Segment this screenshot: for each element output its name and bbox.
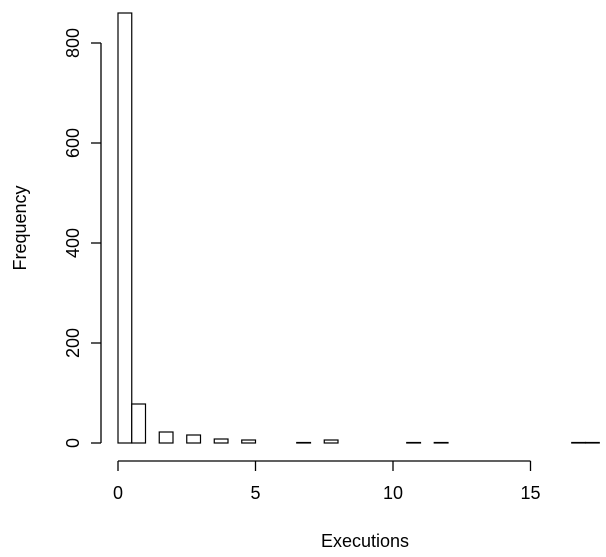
x-axis: 0 5 10 15 xyxy=(113,460,541,503)
y-tick-label: 600 xyxy=(63,128,83,158)
histogram-bar xyxy=(213,438,229,444)
histogram-bar xyxy=(117,12,133,444)
x-tick-label: 10 xyxy=(383,483,403,503)
y-tick-label: 800 xyxy=(63,28,83,58)
y-axis: 0 200 400 600 800 xyxy=(63,28,102,448)
histogram-bar xyxy=(296,441,312,444)
histogram-bar xyxy=(584,441,600,444)
x-tick-label: 0 xyxy=(113,483,123,503)
histogram-bar xyxy=(406,441,422,444)
y-tick-label: 0 xyxy=(63,438,83,448)
y-tick-label: 200 xyxy=(63,328,83,358)
y-axis-title: Frequency xyxy=(10,185,30,270)
histogram-bars xyxy=(117,12,600,444)
histogram-bar xyxy=(433,441,449,444)
histogram-bar xyxy=(571,441,587,444)
x-tick-label: 15 xyxy=(520,483,540,503)
histogram-bar xyxy=(241,439,257,444)
x-tick-label: 5 xyxy=(250,483,260,503)
y-tick-label: 400 xyxy=(63,228,83,258)
histogram-bar xyxy=(323,439,339,444)
histogram-bar xyxy=(131,403,147,444)
x-axis-title: Executions xyxy=(321,531,409,551)
histogram-bar xyxy=(158,431,174,444)
histogram-bar xyxy=(186,434,202,444)
